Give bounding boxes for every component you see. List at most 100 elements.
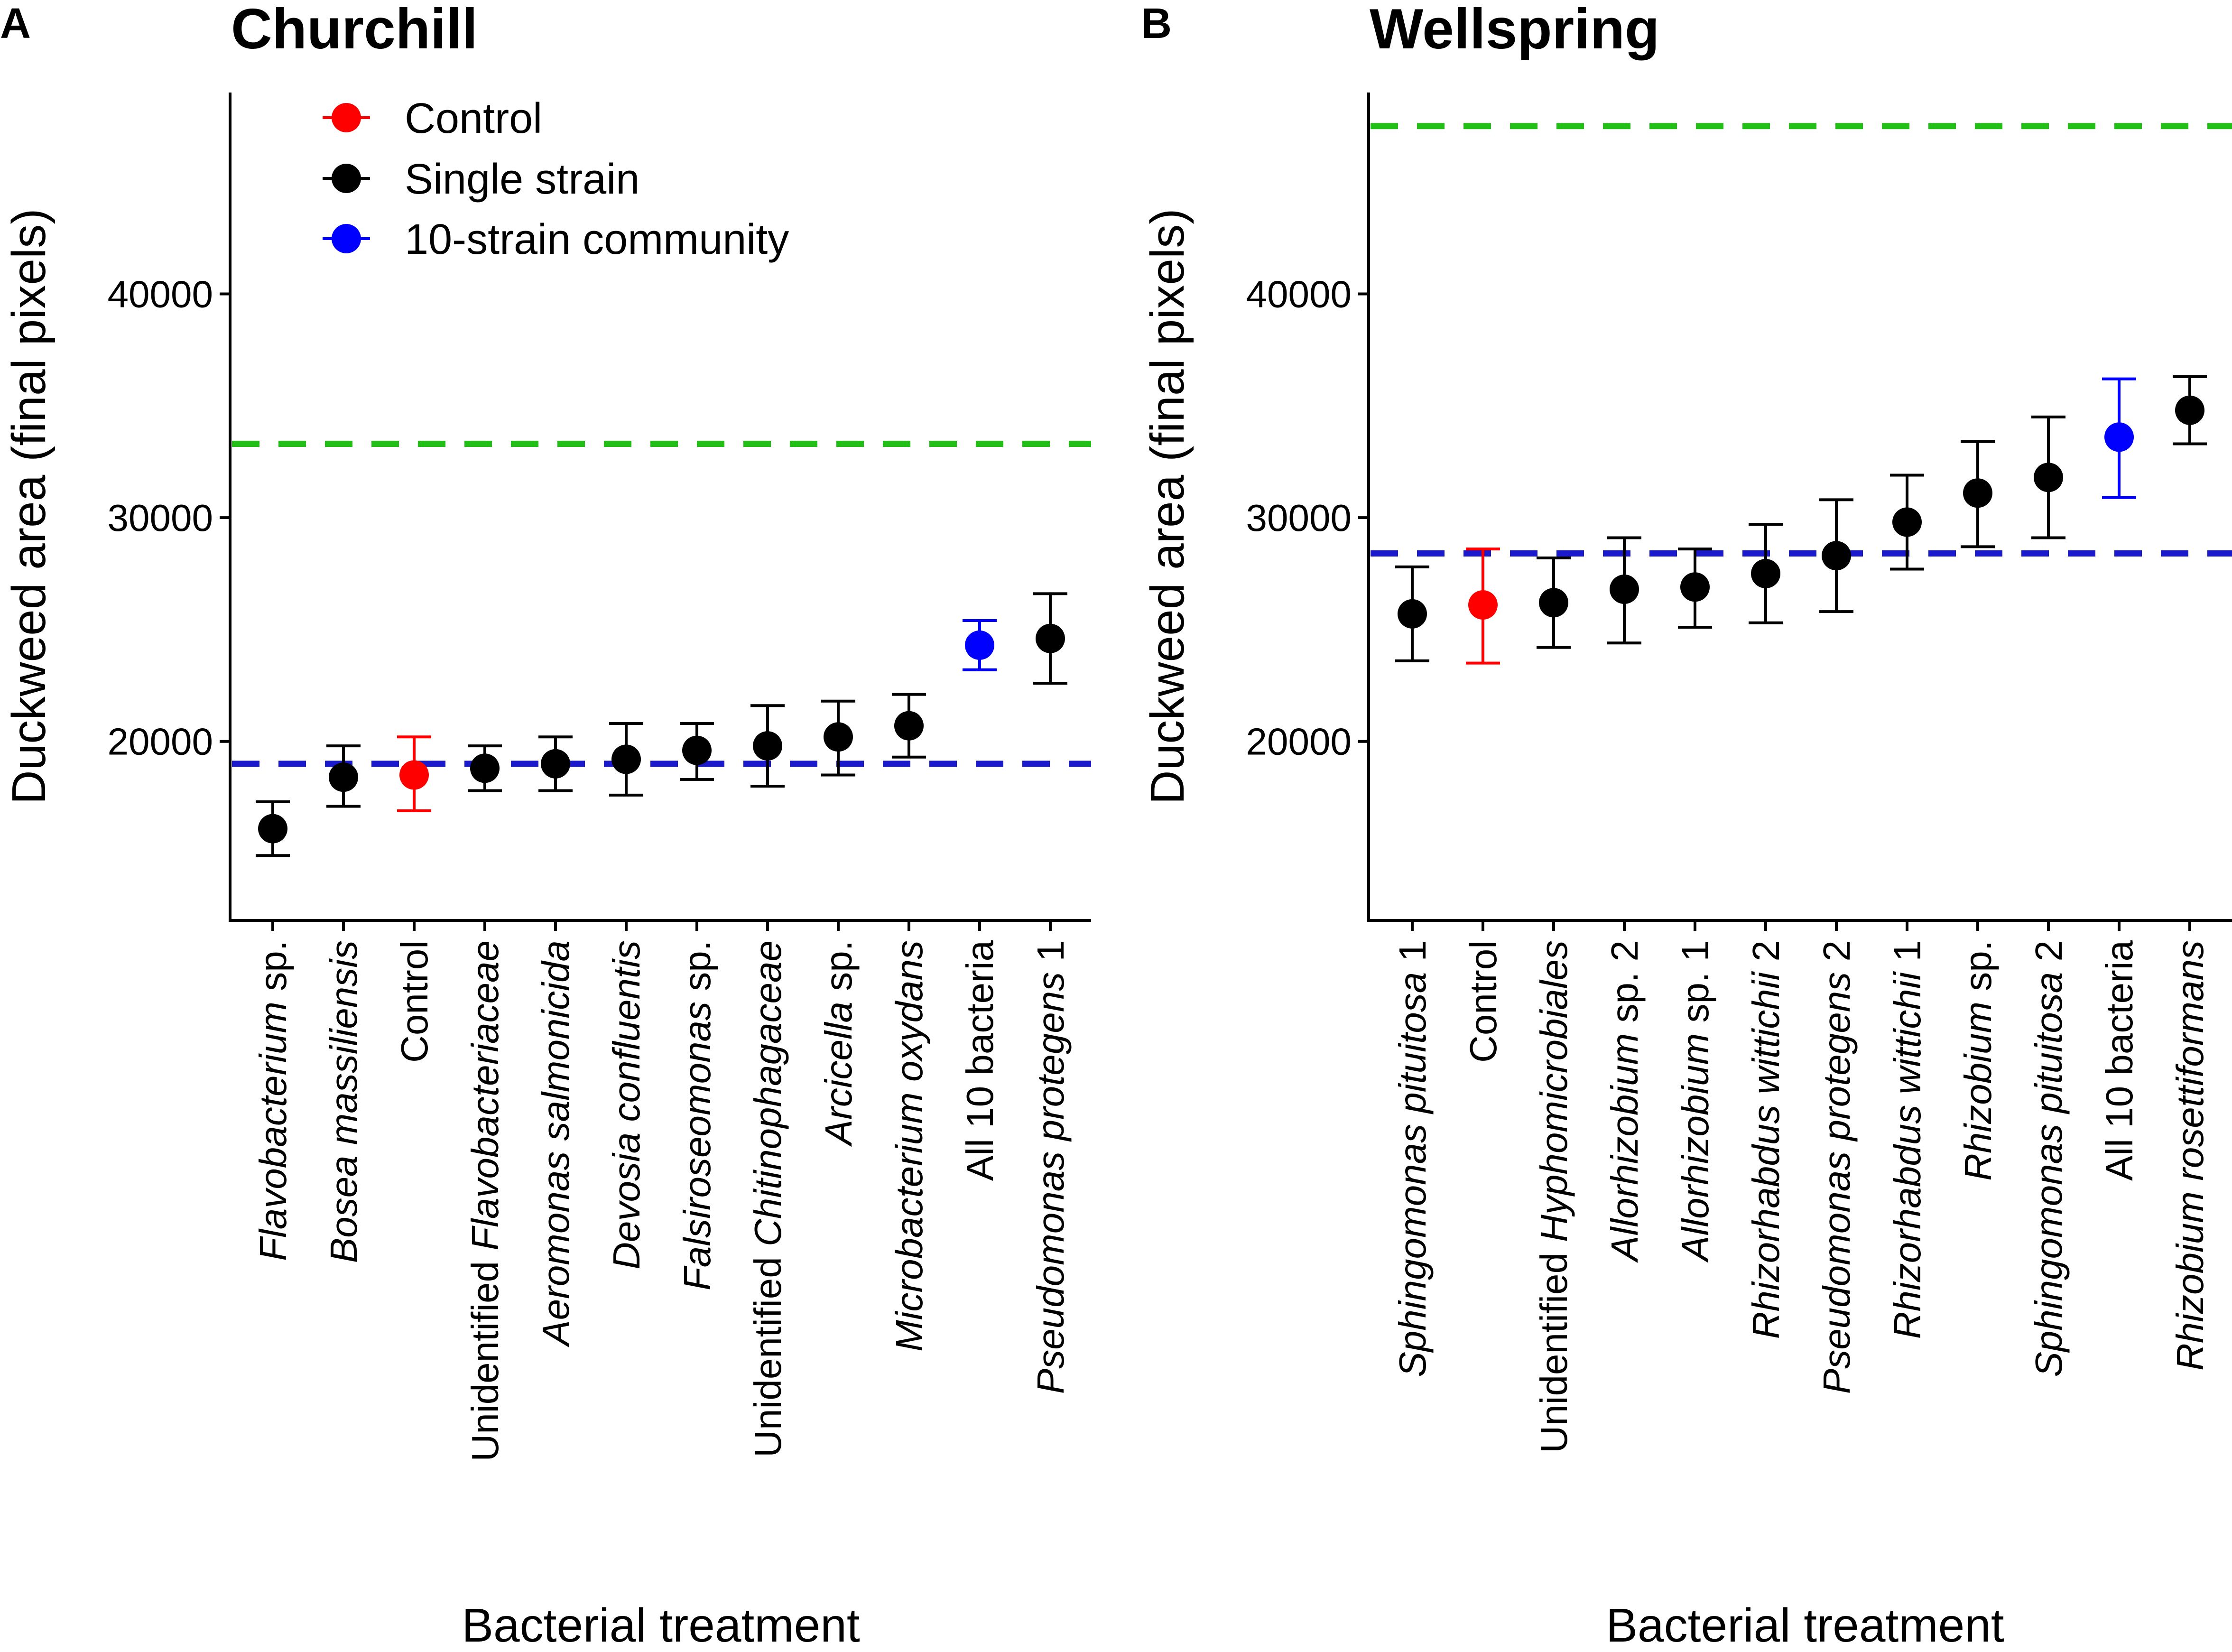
y-tick-label: 30000 xyxy=(1246,497,1352,539)
x-category-label-part: Falsiroseomonas xyxy=(676,1002,718,1290)
x-category-label-part: 1 xyxy=(1029,940,1072,972)
x-category-label-part: All 10 bacteria xyxy=(2098,940,2140,1180)
x-category-label: Control xyxy=(1462,940,1504,1063)
x-category-label-part: 2 xyxy=(1815,940,1858,972)
x-category-label-part: 1 xyxy=(1391,940,1434,972)
x-category-label: Arcicella sp. xyxy=(817,940,860,1147)
x-category-label: Flavobacterium sp. xyxy=(252,940,294,1261)
legend-label: Control xyxy=(405,95,542,142)
x-category-label-part: Chitinophagaceae xyxy=(747,940,789,1246)
x-category-label-part: Sphingomonas pituitosa xyxy=(2028,972,2070,1377)
x-category-label: Unidentified Flavobacteriaceae xyxy=(464,940,506,1461)
x-category-label: Bosea massiliensis xyxy=(323,940,365,1263)
y-tick-label: 40000 xyxy=(1246,273,1352,315)
x-category-label: Microbacterium oxydans xyxy=(888,940,930,1352)
x-axis-title: Bacterial treatment xyxy=(462,1599,860,1650)
data-point xyxy=(1539,588,1568,618)
data-point xyxy=(965,630,994,660)
x-category-label-part: sp. xyxy=(1957,940,1999,1002)
x-category-label: Devosia confluentis xyxy=(605,940,648,1270)
data-point xyxy=(329,762,358,792)
x-category-label-part: sp. xyxy=(817,940,860,1002)
panel-title: Churchill xyxy=(231,0,478,61)
x-category-label: Allorhizobium sp. 1 xyxy=(1674,940,1716,1263)
data-point xyxy=(682,735,712,765)
y-tick-label: 20000 xyxy=(108,721,213,763)
x-category-label-part: Unidentified xyxy=(747,1246,789,1457)
panel-b: B Wellspring 20000 30000 40000 Duckweed area … xyxy=(1141,0,2232,1652)
legend-key-marker xyxy=(332,164,361,193)
x-category-label-part: Allorhizobium xyxy=(1674,1033,1716,1263)
x-category-label-part: Unidentified xyxy=(1533,1242,1575,1453)
x-category-label-part: Pseudomonas protegens xyxy=(1029,972,1072,1394)
x-category-label: Control xyxy=(393,940,435,1063)
x-category-label: Aeromonas salmonicida xyxy=(535,940,577,1347)
x-category-label-part: Allorhizobium xyxy=(1603,1033,1646,1263)
x-category-label-part: Microbacterium oxydans xyxy=(888,940,930,1352)
x-category-label: Pseudomonas protegens 1 xyxy=(1029,940,1072,1394)
data-point xyxy=(753,731,782,761)
x-category-label-part: Aeromonas salmonicida xyxy=(535,940,577,1347)
x-category-label-part: Hyphomicrobiales xyxy=(1533,940,1575,1242)
x-category-label-part: Rhizorhabdus wittichii xyxy=(1745,971,1787,1339)
y-axis-title: Duckweed area (final pixels) xyxy=(1141,208,1194,804)
x-category-label-part: Rhizobium rosettiformans xyxy=(2169,940,2211,1371)
data-point xyxy=(1822,541,1851,571)
x-category-label-part: Rhizobium xyxy=(1957,1002,1999,1181)
x-category-label: Sphingomonas pituitosa 2 xyxy=(2028,940,2070,1377)
panel-a: A Churchill 20000 30000 40000 Duckweed area (… xyxy=(0,0,1091,1652)
x-category-label: Unidentified Hyphomicrobiales xyxy=(1533,940,1575,1453)
x-category-label-part: Bosea massiliensis xyxy=(323,940,365,1263)
x-category-label: Rhizobium rosettiformans xyxy=(2169,940,2211,1371)
y-tick-label: 20000 xyxy=(1246,721,1352,763)
x-category-label-part: Flavobacteriaceae xyxy=(464,940,506,1251)
x-axis-title: Bacterial treatment xyxy=(1606,1599,2004,1650)
legend-label: Single strain xyxy=(405,156,639,203)
x-category-label-part: 1 xyxy=(1886,940,1928,972)
x-category-label: Allorhizobium sp. 2 xyxy=(1603,940,1646,1263)
data-point xyxy=(2034,463,2063,492)
data-point xyxy=(1751,558,1780,588)
x-category-label-part: Unidentified xyxy=(464,1251,506,1462)
legend: Control Single strain 10-strain community xyxy=(323,95,789,263)
x-category-label-part: Rhizorhabdus wittichii xyxy=(1886,971,1928,1339)
x-category-label-part: sp. xyxy=(252,940,294,1002)
x-category-label-part: sp. xyxy=(676,940,718,1002)
x-category-label-part: Arcicella xyxy=(817,1002,860,1147)
x-category-label: All 10 bacteria xyxy=(2098,940,2140,1180)
data-point xyxy=(824,722,853,752)
x-category-label-part: 2 xyxy=(2028,940,2070,972)
data-point xyxy=(894,711,924,741)
data-point xyxy=(258,814,287,844)
x-category-label: Pseudomonas protegens 2 xyxy=(1815,940,1858,1394)
x-category-label-part: Devosia confluentis xyxy=(605,940,648,1270)
x-category-label: Falsiroseomonas sp. xyxy=(676,940,718,1290)
data-point xyxy=(1610,575,1639,604)
data-point xyxy=(470,753,500,783)
x-category-label: Rhizorhabdus wittichii 2 xyxy=(1745,940,1787,1339)
x-category-label-part: Control xyxy=(393,940,435,1063)
y-tick-label: 30000 xyxy=(108,497,213,539)
legend-key-marker xyxy=(332,103,361,132)
data-point xyxy=(1036,623,1065,653)
data-point xyxy=(1892,507,1922,537)
legend-key-marker xyxy=(332,224,361,253)
x-category-label-part: Sphingomonas pituitosa xyxy=(1391,972,1434,1377)
data-point xyxy=(2175,395,2204,425)
data-point xyxy=(1468,590,1498,620)
panel-letter: B xyxy=(1141,0,1172,47)
x-category-label-part: sp. 1 xyxy=(1674,940,1716,1033)
x-category-label-part: Flavobacterium xyxy=(252,1002,294,1261)
x-category-label-part: 2 xyxy=(1745,940,1787,972)
panel-letter: A xyxy=(0,0,31,47)
data-point xyxy=(611,744,641,774)
x-category-label: Sphingomonas pituitosa 1 xyxy=(1391,940,1434,1377)
x-category-label-part: All 10 bacteria xyxy=(959,940,1001,1180)
data-point xyxy=(1963,478,1992,508)
data-point xyxy=(541,749,570,779)
x-category-label: Rhizobium sp. xyxy=(1957,940,1999,1181)
y-tick-label: 40000 xyxy=(108,273,213,315)
x-category-label: Unidentified Chitinophagaceae xyxy=(747,940,789,1457)
